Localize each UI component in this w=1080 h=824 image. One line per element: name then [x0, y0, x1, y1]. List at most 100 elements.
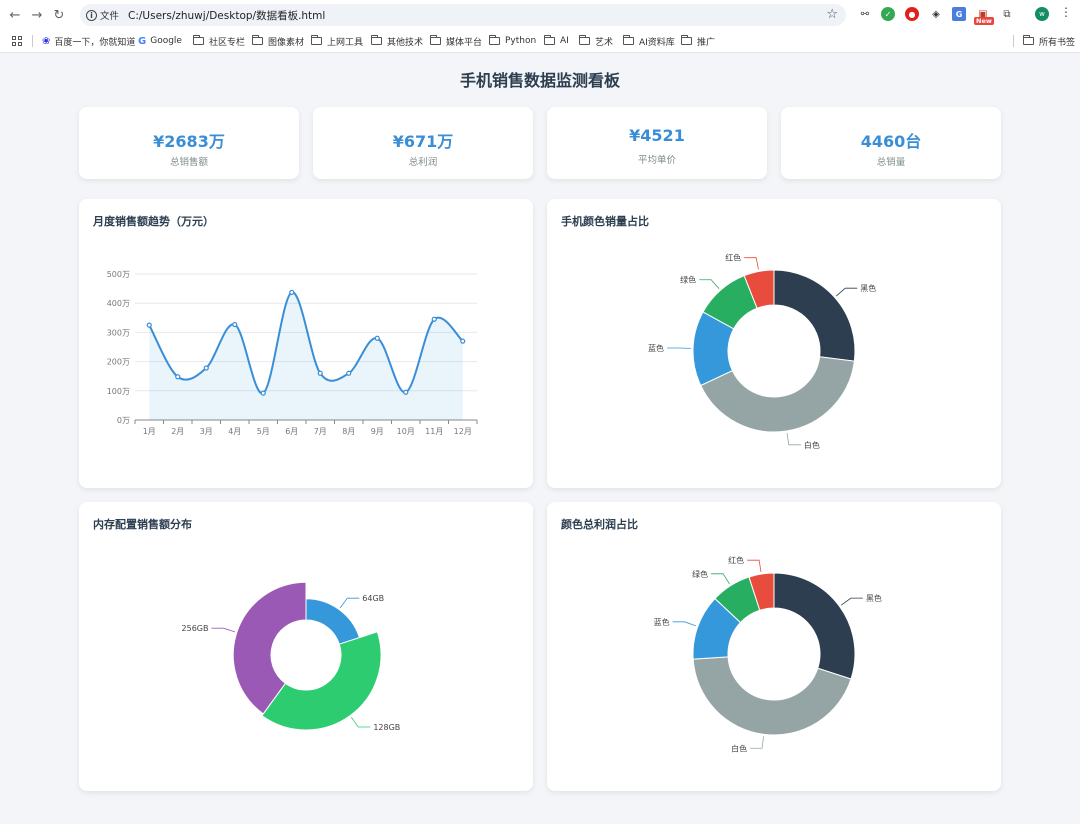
bookmark-folder-tech[interactable]: 其他技术 [371, 30, 423, 52]
translate-extension-icon[interactable]: G [952, 7, 966, 21]
x-tick-label: 9月 [371, 427, 384, 436]
browser-toolbar: ← → ↻ i 文件 C:/Users/zhuwj/Desktop/数据看板.h… [0, 0, 1080, 30]
data-point [232, 321, 238, 328]
panel-monthly-sales: 月度销售额趋势（万元） 0万 100万 200万 300万 400万 500万 1月 2月 3月… [79, 199, 533, 488]
bookmark-folder-art[interactable]: 艺术 [579, 30, 613, 52]
bookmark-baidu[interactable]: ❀ 百度一下，你就知道 [42, 30, 135, 52]
bookmark-star-icon[interactable]: ☆ [826, 7, 838, 22]
slice-label: 256GB [182, 624, 209, 633]
y-tick-label: 0万 [117, 416, 130, 425]
slice-256GB [232, 581, 307, 715]
back-icon[interactable]: ← [9, 7, 21, 23]
x-tick-label: 10月 [397, 427, 415, 436]
kpi-label: 总利润 [408, 157, 438, 168]
puzzle-extensions-icon[interactable]: ⧉ [1003, 8, 1011, 20]
label-leader-line [840, 597, 863, 606]
data-point [460, 338, 466, 344]
folder-icon [1023, 35, 1034, 45]
slice-黑色 [773, 269, 856, 362]
label-leader-line [699, 279, 720, 290]
kpi-label: 总销量 [876, 157, 906, 168]
folder-icon [579, 35, 590, 45]
bookmarks-divider [1013, 35, 1014, 47]
bookmark-label: AI [560, 36, 569, 46]
google-icon: G [138, 35, 147, 47]
slice-label: 黑色 [866, 593, 882, 603]
panel-title: 月度销售额趋势（万元） [93, 215, 214, 228]
data-point [175, 374, 181, 380]
data-point [289, 289, 295, 295]
y-tick-label: 400万 [107, 299, 130, 308]
panel-title: 颜色总利润占比 [561, 518, 638, 531]
bookmark-google[interactable]: G Google [138, 30, 182, 52]
label-leader-line [744, 257, 759, 270]
bookmark-label: 上网工具 [327, 37, 364, 48]
all-bookmarks[interactable]: 所有书签 [1023, 30, 1075, 52]
kpi-label: 平均单价 [637, 155, 676, 166]
address-bar[interactable]: i 文件 C:/Users/zhuwj/Desktop/数据看板.html ☆ [80, 4, 846, 26]
site-chip[interactable]: 文件 [100, 11, 120, 22]
folder-icon [430, 35, 441, 45]
info-icon[interactable]: i [86, 9, 97, 21]
x-tick-label: 11月 [425, 427, 443, 436]
label-leader-line [747, 559, 762, 573]
x-tick-label: 12月 [454, 427, 472, 436]
forward-icon[interactable]: → [31, 7, 43, 23]
data-point [346, 370, 352, 376]
slice-label: 蓝色 [654, 617, 670, 627]
bookmark-label: 推广 [697, 37, 716, 48]
avatar[interactable]: w [1035, 7, 1049, 21]
kpi-value: ¥2683万 [153, 132, 225, 151]
kpi-card-total-profit: ¥671万 总利润 [313, 107, 533, 179]
panel-title: 手机颜色销量占比 [561, 215, 649, 228]
folder-icon [311, 35, 322, 45]
bookmark-folder-images[interactable]: 图像素材 [252, 30, 304, 52]
y-tick-label: 300万 [107, 328, 130, 337]
label-leader-line [711, 573, 730, 585]
apps-icon[interactable] [12, 30, 22, 52]
bookmark-label: 媒体平台 [446, 37, 483, 48]
slice-label: 绿色 [680, 275, 696, 285]
data-point [260, 390, 266, 396]
bookmark-folder-ai[interactable]: AI [544, 30, 569, 52]
slice-128GB [261, 631, 382, 731]
kpi-card-total-units: 4460台 总销量 [781, 107, 1001, 179]
label-leader-line [750, 736, 764, 749]
data-point [403, 389, 409, 395]
bookmark-label: Python [505, 36, 537, 46]
slice-黑色 [773, 572, 856, 680]
x-tick-label: 3月 [200, 427, 213, 436]
y-tick-label: 200万 [107, 358, 130, 367]
bookmark-label: 百度一下，你就知道 [54, 37, 136, 48]
slice-64GB [305, 598, 361, 645]
shield-extension-icon[interactable]: ✓ [881, 7, 895, 21]
kpi-card-total-sales: ¥2683万 总销售额 [79, 107, 299, 179]
slice-label: 蓝色 [648, 343, 664, 353]
folder-icon [489, 35, 500, 45]
folder-icon [544, 35, 555, 45]
incognito-icon[interactable]: ⚯ [860, 8, 870, 20]
sales-area-fill [149, 292, 463, 420]
url-text[interactable]: C:/Users/zhuwj/Desktop/数据看板.html [128, 9, 326, 22]
bookmark-folder-promo[interactable]: 推广 [681, 30, 715, 52]
slice-红色 [748, 572, 775, 611]
slice-白色 [700, 356, 855, 433]
menu-dots-icon[interactable]: ⋮ [1060, 5, 1072, 19]
reload-icon[interactable]: ↻ [53, 7, 65, 23]
bookmark-folder-media[interactable]: 媒体平台 [430, 30, 482, 52]
x-tick-label: 2月 [171, 427, 184, 436]
bookmark-folder-ai-library[interactable]: AI资料库 [623, 30, 675, 52]
bookmark-folder-tools[interactable]: 上网工具 [311, 30, 363, 52]
bookmarks-divider [32, 35, 33, 47]
bookmark-label: 社区专栏 [209, 37, 246, 48]
bookmark-folder-python[interactable]: Python [489, 30, 536, 52]
slice-红色 [743, 269, 775, 309]
data-point [203, 365, 209, 371]
adblock-extension-icon[interactable]: ● [905, 7, 919, 21]
kpi-value: 4460台 [860, 132, 922, 151]
new-extension-icon[interactable]: ▣ [978, 8, 988, 20]
folder-icon [681, 35, 692, 45]
extension-icon[interactable]: ◈ [932, 8, 940, 20]
bookmark-folder-community[interactable]: 社区专栏 [193, 30, 245, 52]
